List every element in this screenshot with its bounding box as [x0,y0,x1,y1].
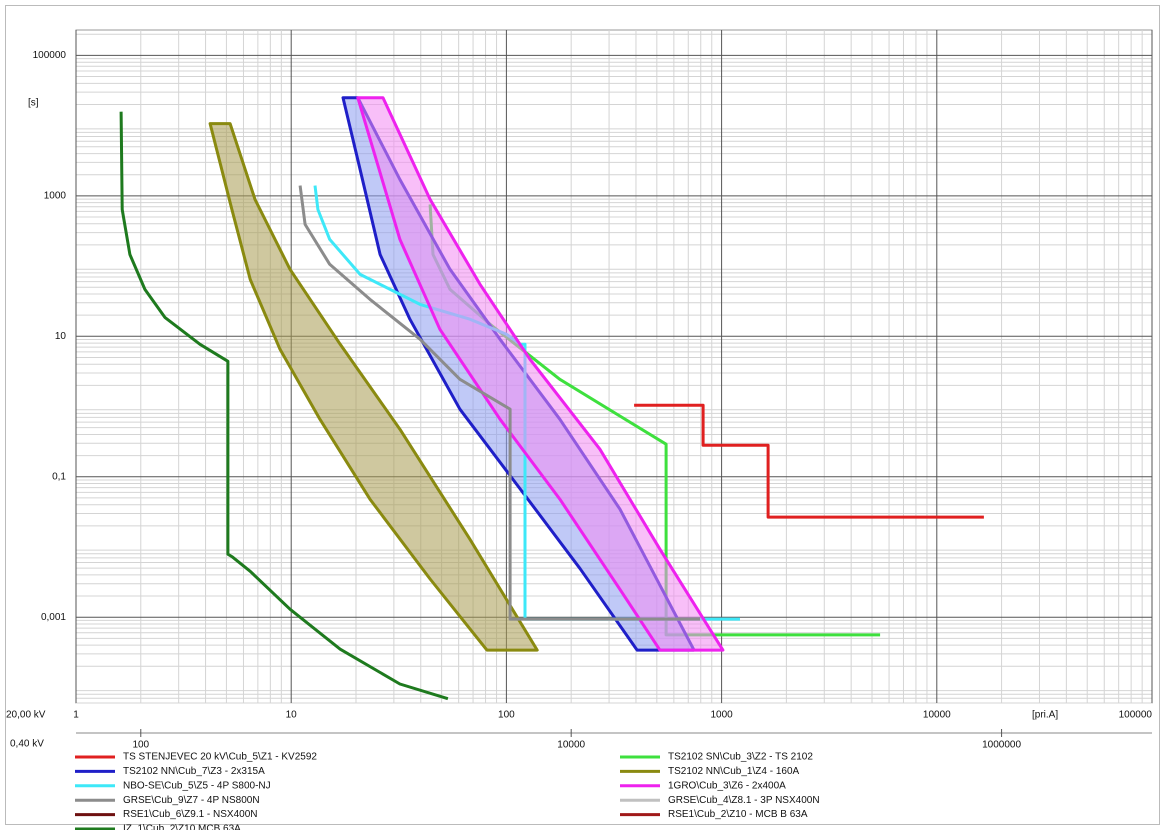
x2-axis-voltage: 0,40 kV [10,739,44,750]
x-tick-label: 100 [498,710,515,721]
x-axis-voltage: 20,00 kV [6,710,46,721]
x-tick-label: 10 [286,710,298,721]
y-tick-label: 10 [55,331,67,342]
legend-label: GRSE\Cub_4\Z8.1 - 3P NSX400N [668,795,820,806]
x-tick-label: 1000 [710,710,733,721]
x-tick-label: 100000 [1119,710,1153,721]
y-tick-label: 0,001 [41,612,66,623]
curves [119,96,984,701]
curve [634,403,984,519]
x-label: [pri.A] [1032,710,1058,721]
x2-tick-label: 100 [132,740,149,751]
band [208,122,539,652]
frame [5,5,1160,825]
legend-label: 1GRO\Cub_3\Z6 - 2x400A [668,780,786,791]
band [356,96,725,652]
legend-label: TS STENJEVEC 20 kV\Cub_5\Z1 - KV2592 [123,752,317,763]
curve [119,111,449,701]
legend-label: NBO-SE\Cub_5\Z5 - 4P S800-NJ [123,780,271,791]
legend: TS STENJEVEC 20 kV\Cub_5\Z1 - KV2592 TS21… [75,752,820,830]
curve [298,185,700,621]
x2-tick-label: 1000000 [982,740,1021,751]
y-tick-label: 100000 [33,50,67,61]
legend-label: TS2102 NN\Cub_7\Z3 - 2x315A [123,766,265,777]
y-unit: [s] [28,98,39,109]
y-tick-label: 0,1 [52,471,66,482]
x-tick-label: 10000 [923,710,951,721]
legend-label: RSE1\Cub_6\Z9.1 - NSX400N [123,809,258,820]
x-tick-label: 1 [73,710,79,721]
legend-label: GRSE\Cub_9\Z7 - 4P NS800N [123,795,260,806]
legend-label: IZ_1\Cub_2\Z10 MCB 63A [123,824,241,830]
legend-label: TS2102 NN\Cub_1\Z4 - 160A [668,766,800,777]
x2-tick-label: 10000 [557,740,585,751]
legend-label: RSE1\Cub_2\Z10 - MCB B 63A [668,809,808,820]
legend-label: TS2102 SN\Cub_3\Z2 - TS 2102 [668,752,813,763]
y-tick-label: 1000 [44,190,67,201]
